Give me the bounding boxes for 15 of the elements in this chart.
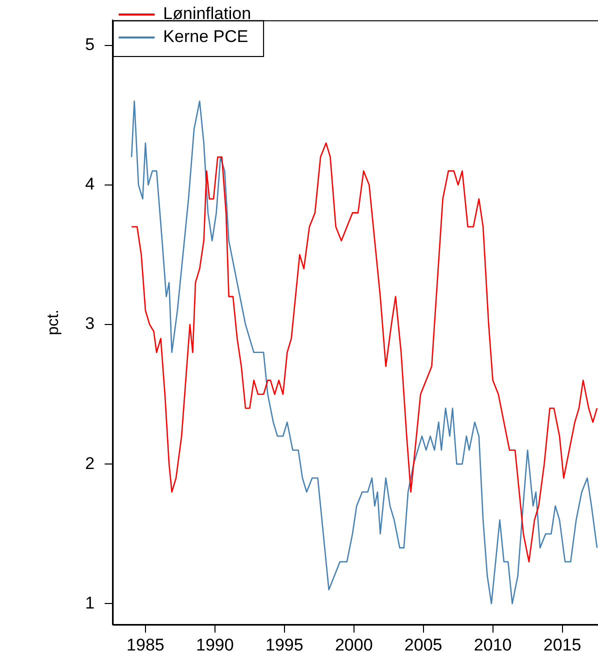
- y-tick-label: 3: [85, 314, 95, 334]
- y-axis-title: pct.: [45, 310, 62, 336]
- x-tick-label: 1995: [265, 635, 304, 654]
- y-tick-label: 4: [85, 174, 95, 194]
- y-tick-label: 2: [85, 454, 95, 473]
- x-tick-label: 2015: [543, 635, 582, 654]
- y-tick-label: 1: [85, 593, 95, 612]
- x-tick-label: 2010: [474, 635, 512, 654]
- x-tick-label: 1985: [126, 635, 164, 654]
- x-tick-label: 2005: [404, 635, 442, 654]
- legend-label: Kerne PCE: [163, 27, 248, 46]
- x-tick-label: 1990: [196, 635, 234, 654]
- x-tick-label: 2000: [334, 635, 373, 654]
- legend-label: Løninflation: [163, 4, 252, 24]
- y-tick-label: 5: [85, 35, 95, 54]
